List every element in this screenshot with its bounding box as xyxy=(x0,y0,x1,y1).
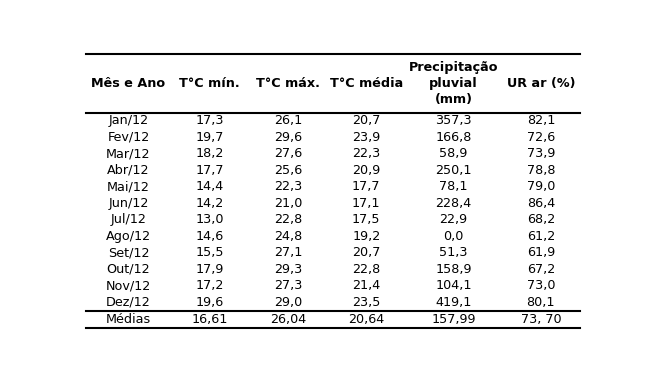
Text: 68,2: 68,2 xyxy=(526,213,555,226)
Text: 17,1: 17,1 xyxy=(352,197,380,210)
Text: 19,2: 19,2 xyxy=(352,230,380,243)
Text: 25,6: 25,6 xyxy=(274,164,302,177)
Text: 13,0: 13,0 xyxy=(196,213,224,226)
Text: 72,6: 72,6 xyxy=(526,131,555,144)
Text: 61,9: 61,9 xyxy=(526,246,555,259)
Text: 22,3: 22,3 xyxy=(352,147,380,160)
Text: 17,2: 17,2 xyxy=(196,279,224,292)
Text: 26,04: 26,04 xyxy=(270,313,306,326)
Text: Mai/12: Mai/12 xyxy=(107,180,150,194)
Text: 27,3: 27,3 xyxy=(274,279,302,292)
Text: 73,9: 73,9 xyxy=(526,147,555,160)
Text: 73, 70: 73, 70 xyxy=(521,313,561,326)
Text: 78,8: 78,8 xyxy=(526,164,555,177)
Text: Fev/12: Fev/12 xyxy=(107,131,150,144)
Text: 20,9: 20,9 xyxy=(352,164,380,177)
Text: 78,1: 78,1 xyxy=(439,180,468,194)
Text: 29,3: 29,3 xyxy=(274,263,302,276)
Text: 27,1: 27,1 xyxy=(274,246,302,259)
Text: Jul/12: Jul/12 xyxy=(111,213,146,226)
Text: 61,2: 61,2 xyxy=(526,230,555,243)
Text: 18,2: 18,2 xyxy=(196,147,224,160)
Text: 20,64: 20,64 xyxy=(348,313,384,326)
Text: 86,4: 86,4 xyxy=(526,197,555,210)
Text: 22,8: 22,8 xyxy=(274,213,302,226)
Text: Ago/12: Ago/12 xyxy=(106,230,151,243)
Text: 20,7: 20,7 xyxy=(352,246,380,259)
Text: 17,7: 17,7 xyxy=(352,180,380,194)
Text: 24,8: 24,8 xyxy=(274,230,302,243)
Text: 20,7: 20,7 xyxy=(352,114,380,128)
Text: 73,0: 73,0 xyxy=(526,279,555,292)
Text: 14,2: 14,2 xyxy=(196,197,224,210)
Text: Abr/12: Abr/12 xyxy=(107,164,150,177)
Text: 250,1: 250,1 xyxy=(436,164,472,177)
Text: 14,4: 14,4 xyxy=(196,180,224,194)
Text: Dez/12: Dez/12 xyxy=(106,296,151,309)
Text: Out/12: Out/12 xyxy=(107,263,150,276)
Text: Precipitação
pluvial
(mm): Precipitação pluvial (mm) xyxy=(409,61,499,106)
Text: 29,0: 29,0 xyxy=(274,296,302,309)
Text: 157,99: 157,99 xyxy=(432,313,476,326)
Text: 158,9: 158,9 xyxy=(436,263,472,276)
Text: 58,9: 58,9 xyxy=(439,147,468,160)
Text: 19,7: 19,7 xyxy=(196,131,224,144)
Text: UR ar (%): UR ar (%) xyxy=(506,76,575,90)
Text: 82,1: 82,1 xyxy=(526,114,555,128)
Text: T°C máx.: T°C máx. xyxy=(256,76,320,90)
Text: 23,9: 23,9 xyxy=(352,131,380,144)
Text: 0,0: 0,0 xyxy=(443,230,463,243)
Text: 166,8: 166,8 xyxy=(436,131,472,144)
Text: 51,3: 51,3 xyxy=(439,246,468,259)
Text: Mar/12: Mar/12 xyxy=(106,147,151,160)
Text: 15,5: 15,5 xyxy=(196,246,224,259)
Text: 17,5: 17,5 xyxy=(352,213,380,226)
Text: 357,3: 357,3 xyxy=(436,114,472,128)
Text: 104,1: 104,1 xyxy=(436,279,472,292)
Text: 19,6: 19,6 xyxy=(196,296,224,309)
Text: 29,6: 29,6 xyxy=(274,131,302,144)
Text: 17,3: 17,3 xyxy=(196,114,224,128)
Text: 22,9: 22,9 xyxy=(439,213,467,226)
Text: T°C mín.: T°C mín. xyxy=(179,76,240,90)
Text: 419,1: 419,1 xyxy=(436,296,472,309)
Text: 14,6: 14,6 xyxy=(196,230,224,243)
Text: 27,6: 27,6 xyxy=(274,147,302,160)
Text: 228,4: 228,4 xyxy=(436,197,472,210)
Text: 22,8: 22,8 xyxy=(352,263,380,276)
Text: Set/12: Set/12 xyxy=(108,246,150,259)
Text: 22,3: 22,3 xyxy=(274,180,302,194)
Text: 26,1: 26,1 xyxy=(274,114,302,128)
Text: Médias: Médias xyxy=(106,313,151,326)
Text: Nov/12: Nov/12 xyxy=(106,279,151,292)
Text: 67,2: 67,2 xyxy=(526,263,555,276)
Text: 21,0: 21,0 xyxy=(274,197,302,210)
Text: 17,7: 17,7 xyxy=(196,164,224,177)
Text: Jan/12: Jan/12 xyxy=(109,114,148,128)
Text: 16,61: 16,61 xyxy=(192,313,228,326)
Text: Mês e Ano: Mês e Ano xyxy=(92,76,166,90)
Text: Jun/12: Jun/12 xyxy=(109,197,149,210)
Text: 17,9: 17,9 xyxy=(196,263,224,276)
Text: 80,1: 80,1 xyxy=(526,296,555,309)
Text: 23,5: 23,5 xyxy=(352,296,380,309)
Text: T°C média: T°C média xyxy=(330,76,403,90)
Text: 21,4: 21,4 xyxy=(352,279,380,292)
Text: 79,0: 79,0 xyxy=(526,180,555,194)
